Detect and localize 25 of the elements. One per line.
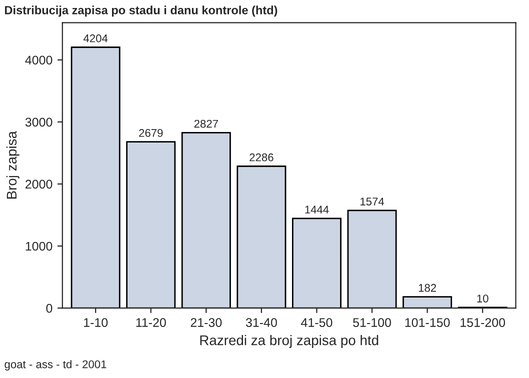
data-label: 2286 (250, 153, 274, 162)
y-tick-label: 2000 (26, 180, 52, 189)
data-label: 182 (418, 284, 436, 292)
x-tick-label: 41-50 (301, 318, 332, 327)
chart-title: Distribucija zapisa po stadu i danu kontrole (htd) (5, 6, 278, 17)
data-label: 4204 (83, 34, 108, 42)
data-label: 2827 (194, 120, 218, 128)
x-tick-label: 51-100 (353, 318, 392, 327)
data-label: 1574 (360, 198, 384, 206)
data-label: 1444 (305, 206, 329, 214)
y-tick-label: 3000 (25, 118, 52, 127)
x-tick-label: 21-30 (190, 318, 222, 327)
y-tick-label: 1000 (26, 242, 52, 251)
y-tick-label: 4000 (25, 56, 52, 65)
y-tick-label: 0 (46, 304, 52, 313)
x-axis-title: Razredi za broj zapisa po htd (200, 335, 378, 348)
x-tick-label: 1-10 (84, 318, 108, 327)
text: goat - ass - td - 2001 (4, 360, 106, 370)
y-axis-title: Broj zapisa (6, 131, 20, 199)
x-tick-label: 101-150 (405, 318, 450, 327)
x-tick-label: 11-20 (136, 318, 166, 327)
data-label: 10 (477, 294, 488, 302)
data-label: 2679 (139, 129, 163, 137)
x-tick-label: 31-40 (246, 318, 277, 327)
x-tick-label: 151-200 (460, 318, 506, 327)
